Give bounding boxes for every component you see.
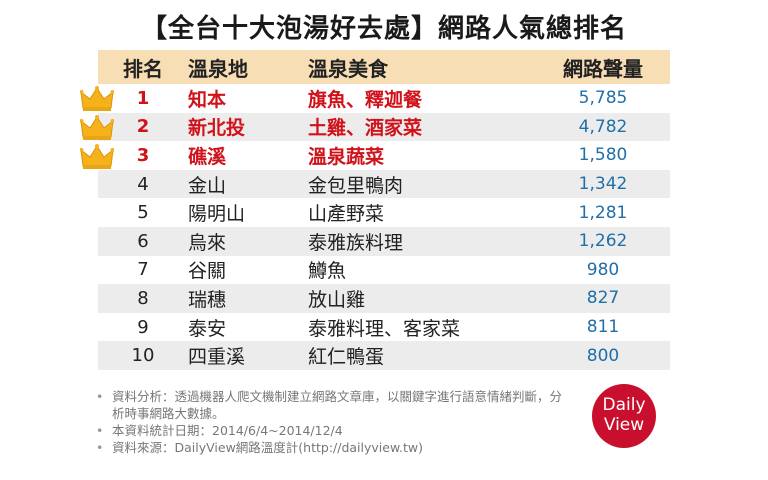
- food-cell: 山產野菜: [308, 203, 385, 226]
- place-cell: 新北投: [188, 117, 246, 140]
- footnotes: • 資料分析：透過機器人爬文機制建立網路文章庫，以關鍵字進行語意情緒判斷，分析時…: [96, 388, 566, 456]
- rank-cell: 1: [136, 87, 150, 109]
- rank-cell: 5: [137, 202, 149, 224]
- note-text: 資料分析：透過機器人爬文機制建立網路文章庫，以關鍵字進行語意情緒判斷，分析時事網…: [112, 389, 563, 421]
- volume-cell: 811: [586, 317, 620, 338]
- table-row: 3 礁溪 溫泉蔬菜 1,580: [98, 141, 670, 170]
- volume-cell: 4,782: [578, 116, 628, 137]
- note-item: • 資料分析：透過機器人爬文機制建立網路文章庫，以關鍵字進行語意情緒判斷，分析時…: [96, 388, 566, 422]
- header-place: 溫泉地: [188, 56, 248, 81]
- header-volume: 網路聲量: [563, 56, 643, 81]
- food-cell: 溫泉蔬菜: [308, 145, 385, 168]
- rank-cell: 2: [136, 116, 150, 138]
- volume-cell: 827: [586, 288, 620, 309]
- table-row: 6 烏來 泰雅族料理 1,262: [98, 226, 670, 256]
- volume-cell: 800: [586, 345, 620, 366]
- rank-cell: 3: [136, 144, 150, 166]
- rank-cell: 7: [137, 259, 149, 281]
- rank-cell: 8: [137, 287, 149, 309]
- food-cell: 鱒魚: [308, 260, 347, 283]
- food-cell: 放山雞: [308, 288, 366, 311]
- food-cell: 金包里鴨肉: [308, 174, 404, 197]
- table-row: 1 知本 旗魚、釋迦餐 5,785: [98, 84, 670, 113]
- place-cell: 瑞穗: [188, 288, 227, 311]
- rank-cell: 9: [137, 316, 149, 338]
- header-rank: 排名: [123, 56, 163, 81]
- bullet-icon: •: [96, 440, 104, 455]
- volume-cell: 980: [586, 259, 620, 280]
- header-food: 溫泉美食: [308, 56, 388, 81]
- table-row: 10 四重溪 紅仁鴨蛋 800: [98, 341, 670, 370]
- rank-cell: 10: [131, 345, 155, 367]
- crown-icon: [80, 86, 114, 111]
- place-cell: 金山: [188, 174, 227, 197]
- place-cell: 四重溪: [188, 346, 246, 369]
- bullet-icon: •: [96, 389, 104, 404]
- volume-cell: 1,281: [578, 202, 628, 223]
- table-row: 5 陽明山 山產野菜 1,281: [98, 198, 670, 227]
- volume-cell: 1,580: [578, 145, 628, 166]
- food-cell: 土雞、酒家菜: [308, 117, 423, 140]
- ranking-table: 排名 溫泉地 溫泉美食 網路聲量 1 知本 旗魚、釋迦餐 5,785 2 新北投…: [98, 50, 670, 370]
- table-row: 9 泰安 泰雅料理、客家菜 811: [98, 313, 670, 342]
- volume-cell: 5,785: [578, 88, 628, 109]
- note-item: • 資料來源：DailyView網路溫度計(http://dailyview.t…: [96, 439, 566, 456]
- place-cell: 泰安: [188, 317, 227, 340]
- food-cell: 紅仁鴨蛋: [308, 346, 385, 369]
- note-text: 本資料統計日期：2014/6/4~2014/12/4: [112, 423, 343, 438]
- place-cell: 陽明山: [188, 203, 246, 226]
- rank-cell: 6: [137, 230, 149, 252]
- place-cell: 知本: [188, 88, 227, 111]
- table-row: 4 金山 金包里鴨肉 1,342: [98, 169, 670, 199]
- note-item: • 本資料統計日期：2014/6/4~2014/12/4: [96, 422, 566, 439]
- dailyview-logo: Daily View: [592, 384, 656, 448]
- page-title: 【全台十大泡湯好去處】網路人氣總排名: [140, 14, 627, 44]
- crown-icon: [80, 144, 114, 169]
- place-cell: 谷關: [188, 260, 227, 283]
- food-cell: 泰雅族料理: [308, 231, 404, 254]
- note-text: 資料來源：DailyView網路溫度計(http://dailyview.tw): [112, 440, 424, 455]
- logo-line1: Daily: [602, 395, 646, 415]
- table-row: 2 新北投 土雞、酒家菜 4,782: [98, 112, 670, 142]
- food-cell: 泰雅料理、客家菜: [308, 317, 461, 340]
- table-row: 8 瑞穗 放山雞 827: [98, 284, 670, 313]
- place-cell: 礁溪: [188, 145, 227, 168]
- place-cell: 烏來: [188, 231, 227, 254]
- food-cell: 旗魚、釋迦餐: [308, 88, 423, 111]
- rank-cell: 4: [137, 173, 149, 195]
- volume-cell: 1,342: [578, 174, 628, 195]
- volume-cell: 1,262: [578, 231, 628, 252]
- bullet-icon: •: [96, 423, 104, 438]
- table-header: 排名 溫泉地 溫泉美食 網路聲量: [98, 50, 670, 84]
- logo-line2: View: [603, 415, 645, 435]
- table-row: 7 谷關 鱒魚 980: [98, 256, 670, 285]
- crown-icon: [80, 115, 114, 140]
